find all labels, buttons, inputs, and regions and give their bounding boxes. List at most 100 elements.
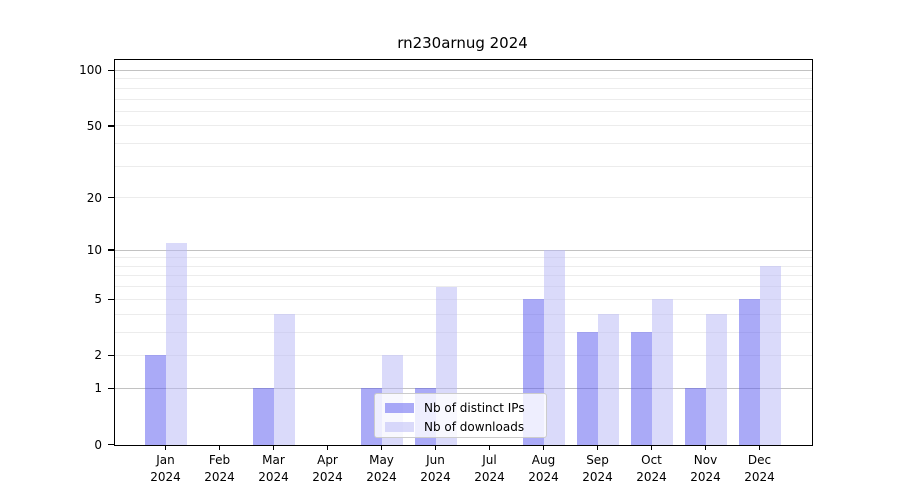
x-tick-label-year: 2024 — [420, 470, 451, 484]
x-tick-label: Oct 2024 — [620, 452, 684, 486]
x-tick-label-year: 2024 — [258, 470, 289, 484]
y-tick-label: 10 — [86, 243, 102, 258]
gridline-minor — [115, 331, 812, 333]
x-tick-label-year: 2024 — [528, 470, 559, 484]
y-tick-label: 50 — [86, 118, 102, 133]
x-tick-label-year: 2024 — [204, 470, 235, 484]
bar-distinct-ips-jan — [144, 355, 166, 445]
y-tick-label: 5 — [94, 292, 102, 307]
x-tick-label: Feb 2024 — [188, 452, 252, 486]
x-tick-label-month: Mar — [262, 453, 285, 467]
gridline-minor — [115, 257, 812, 259]
bar-downloads-nov — [705, 314, 727, 445]
x-tick-label-year: 2024 — [636, 470, 667, 484]
chart-title: rn230arnug 2024 — [397, 34, 528, 52]
x-tick — [704, 446, 707, 450]
x-tick-label-month: Nov — [693, 453, 718, 467]
gridline-minor — [115, 98, 812, 100]
y-tick — [108, 197, 114, 199]
plot-area: 0 1 2 5 10 20 50 100 Jan 2024 Feb 2024 Mar 2024 Apr 20… — [79, 59, 813, 484]
gridline-major — [115, 69, 812, 71]
x-tick-label-month: Apr — [317, 453, 338, 467]
x-tick-label: Jul 2024 — [458, 452, 522, 486]
legend-swatch-distinct-ips — [385, 402, 414, 413]
x-tick-label-year: 2024 — [366, 470, 397, 484]
y-tick-label: 20 — [86, 190, 102, 205]
x-tick-label-month: Jul — [482, 453, 497, 467]
x-tick-label-year: 2024 — [744, 470, 775, 484]
bar-downloads-dec — [759, 266, 781, 445]
x-tick — [380, 446, 383, 450]
bar-downloads-aug — [543, 250, 565, 445]
gridline-minor — [115, 275, 812, 277]
y-tick-label: 1 — [94, 381, 102, 396]
x-tick-label-month: Feb — [208, 453, 231, 467]
x-tick-label-year: 2024 — [150, 470, 181, 484]
bar-downloads-oct — [651, 299, 673, 445]
x-tick-label-month: Oct — [641, 453, 662, 467]
x-tick-label: Dec 2024 — [728, 452, 792, 486]
y-tick-label: 0 — [94, 437, 102, 452]
gridline-minor — [115, 265, 812, 267]
bar-distinct-ips-sep — [576, 332, 598, 445]
y-tick-label: 100 — [79, 63, 102, 78]
y-tick — [108, 125, 114, 127]
x-tick — [326, 446, 329, 450]
x-tick — [272, 446, 275, 450]
gridline-minor — [115, 110, 812, 112]
x-tick-label: Aug 2024 — [512, 452, 576, 486]
bar-downloads-jan — [165, 243, 187, 445]
y-tick — [108, 69, 114, 72]
x-tick-label-year: 2024 — [474, 470, 505, 484]
gridline-minor — [115, 165, 812, 167]
x-tick-label-month: May — [369, 453, 394, 467]
legend-entry-downloads: Nb of downloads — [385, 417, 546, 436]
bar-downloads-mar — [273, 314, 295, 445]
bar-distinct-ips-nov — [684, 388, 706, 445]
bar-distinct-ips-mar — [252, 388, 274, 445]
x-tick — [488, 446, 491, 450]
y-tick — [108, 387, 114, 390]
legend-label-downloads: Nb of downloads — [424, 419, 525, 434]
gridline-minor — [115, 125, 812, 127]
bar-distinct-ips-dec — [738, 299, 760, 445]
legend-swatch-downloads — [385, 421, 414, 432]
x-tick-label: Sep 2024 — [566, 452, 630, 486]
x-tick-label-year: 2024 — [690, 470, 721, 484]
y-axis: 0 1 2 5 10 20 50 100 — [79, 60, 812, 452]
gridline-minor — [115, 286, 812, 288]
bar-downloads-sep — [597, 314, 619, 445]
x-tick-label-month: Jun — [426, 453, 445, 467]
y-tick — [108, 298, 114, 300]
x-tick-label: Nov 2024 — [674, 452, 738, 486]
y-tick — [108, 443, 114, 446]
gridline-major — [115, 387, 812, 389]
x-tick-label: Apr 2024 — [296, 452, 360, 486]
x-tick — [758, 446, 761, 450]
gridline-minor — [115, 298, 812, 300]
x-tick — [542, 446, 545, 450]
gridline-minor — [115, 354, 812, 356]
bar-distinct-ips-oct — [630, 332, 652, 445]
x-tick-label-year: 2024 — [582, 470, 613, 484]
x-tick-label-month: Aug — [531, 453, 556, 467]
gridline-minor — [115, 143, 812, 145]
x-tick — [164, 446, 167, 450]
x-axis: Jan 2024 Feb 2024 Mar 2024 Apr 2024 May 2024 Jun 20… — [115, 60, 812, 484]
x-tick-label-month: Jan — [156, 453, 175, 467]
gridline-minor — [115, 197, 812, 199]
x-tick-label-month: Dec — [747, 453, 772, 467]
legend-entry-distinct-ips: Nb of distinct IPs — [385, 398, 546, 417]
x-tick — [218, 446, 221, 450]
gridline-minor — [115, 87, 812, 89]
gridline-minor — [115, 78, 812, 80]
x-tick-label: Mar 2024 — [242, 452, 306, 486]
x-tick-label: Jan 2024 — [134, 452, 198, 486]
legend: Nb of distinct IPs Nb of downloads — [374, 393, 547, 438]
x-tick-label-year: 2024 — [312, 470, 343, 484]
gridline-minor — [115, 313, 812, 315]
gridline-major — [115, 249, 812, 251]
legend-label-distinct-ips: Nb of distinct IPs — [424, 400, 525, 415]
x-tick — [650, 446, 653, 450]
